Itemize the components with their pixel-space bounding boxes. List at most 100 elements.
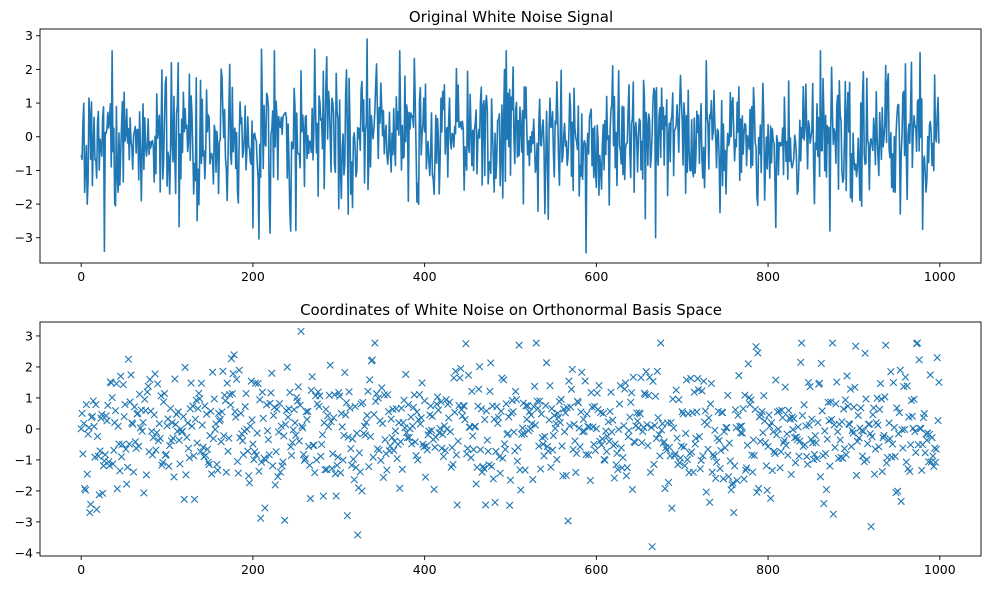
coefficient-marker [838,418,846,426]
coefficient-marker [109,460,117,468]
coefficient-marker [363,411,371,420]
coefficient-marker [182,471,190,479]
coefficient-marker [176,460,184,468]
coefficient-marker [724,391,732,399]
coefficient-marker [302,408,310,416]
coefficient-marker [105,462,114,470]
coefficient-marker [676,454,685,462]
coefficient-marker [123,480,131,488]
coefficient-marker [159,458,167,467]
coefficients-panel: Coordinates of White Noise on Orthonorma… [15,301,982,577]
coefficient-marker [329,413,338,422]
coefficient-marker [536,397,544,405]
coefficient-marker [299,424,307,432]
coefficient-marker [803,460,812,469]
coefficient-marker [934,416,942,425]
coefficient-marker [737,422,746,430]
coefficient-marker [450,374,458,382]
coefficient-marker [698,387,706,395]
coefficient-marker [681,429,690,438]
coefficient-marker [336,469,345,477]
coefficient-marker [572,449,581,458]
coefficient-marker [718,408,727,417]
coefficient-marker [423,446,431,454]
coefficient-marker [365,463,373,471]
coefficient-marker [248,416,256,424]
coefficient-marker [702,488,710,496]
coefficient-marker [269,411,278,420]
coefficient-marker [661,484,669,493]
coefficient-marker [871,445,880,453]
coefficient-marker [584,451,593,459]
coefficient-marker [845,420,854,429]
coefficient-marker [339,456,347,464]
coefficient-marker [86,500,95,508]
coefficient-marker [869,411,877,419]
coefficients-ytick-label: 1 [25,390,33,405]
coefficient-marker [483,436,492,444]
coefficient-marker [232,375,241,384]
coefficient-marker [689,468,698,476]
coefficient-marker [304,407,312,416]
coefficient-marker [432,433,440,441]
coefficient-marker [736,429,745,437]
signal-xtick-label: 600 [584,269,608,284]
coefficient-marker [426,402,435,410]
coefficient-marker [397,404,406,412]
coefficients-xtick-label: 200 [241,562,265,577]
coefficient-marker [863,456,871,464]
coefficient-marker [477,405,485,413]
coefficient-marker [454,437,462,445]
coefficient-marker [699,377,708,385]
coefficient-marker [675,396,683,404]
coefficient-marker [928,433,936,442]
coefficient-marker [867,522,875,531]
coefficient-marker [859,427,868,435]
coefficient-marker [805,421,813,429]
coefficient-marker [647,423,655,432]
coefficient-marker [735,371,743,380]
coefficient-marker [833,378,841,386]
coefficient-marker [583,410,591,418]
coefficient-marker [244,447,252,455]
coefficient-marker [299,450,308,459]
coefficient-marker [539,440,547,448]
coefficient-marker [353,531,362,539]
coefficient-marker [719,475,728,483]
coefficient-marker [169,434,177,442]
coefficient-marker [523,402,532,410]
coefficients-ytick-label: −1 [15,452,33,467]
coefficient-marker [323,412,332,420]
coefficient-marker [230,351,238,359]
coefficient-marker [437,398,445,406]
coefficient-marker [529,403,538,411]
coefficient-marker [362,418,370,427]
coefficient-marker [381,435,389,444]
coefficient-marker [748,468,757,476]
coefficient-marker [535,442,543,450]
coefficient-marker [533,397,541,405]
coefficient-marker [623,463,631,472]
coefficient-marker [446,428,455,436]
coefficient-marker [511,387,520,396]
coefficient-marker [683,455,692,464]
coefficient-marker [907,396,916,405]
coefficient-marker [414,456,422,464]
coefficient-marker [143,388,152,396]
coefficient-marker [682,376,691,384]
coefficient-marker [596,408,605,417]
coefficient-marker [121,400,129,409]
coefficient-marker [196,447,205,456]
coefficient-marker [110,446,118,454]
coefficient-marker [462,340,470,348]
coefficient-marker [153,428,161,437]
coefficient-marker [271,481,279,489]
coefficient-marker [318,430,327,439]
coefficient-marker [616,381,625,390]
coefficient-marker [388,433,396,442]
coefficient-marker [591,446,600,455]
coefficient-marker [562,471,570,480]
coefficient-marker [820,499,828,508]
coefficient-marker [314,388,322,396]
coefficient-marker [268,462,277,470]
